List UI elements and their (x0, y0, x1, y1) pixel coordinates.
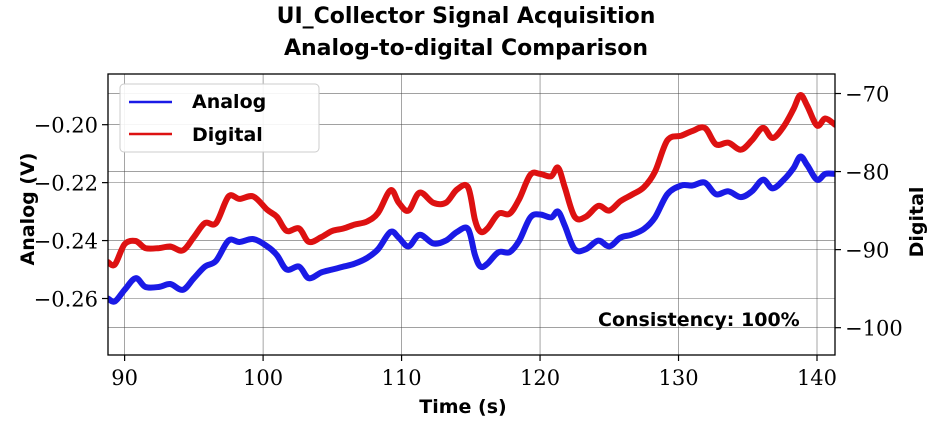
y-tick-label-right: −100 (845, 317, 903, 341)
plot-border (107, 73, 836, 356)
x-tick-label: 140 (797, 366, 837, 390)
y-tick-label-left: −0.22 (34, 172, 98, 196)
y-tick-label-left: −0.24 (34, 230, 98, 254)
chart-title: UI_Collector Signal Acquisition (277, 4, 656, 29)
x-tick-label: 100 (243, 366, 283, 390)
y-axis-ticks-left: −0.26 −0.24 −0.22 −0.20 (34, 114, 108, 312)
legend-label-digital: Digital (192, 124, 263, 146)
y-axis-label-left: Analog (V) (17, 153, 39, 266)
x-tick-label: 130 (658, 366, 698, 390)
x-axis-label: Time (s) (419, 396, 506, 418)
x-tick-label: 120 (520, 366, 560, 390)
y-tick-label-right: −80 (845, 161, 889, 185)
series-line-analog (108, 153, 835, 305)
y-tick-label-right: −70 (845, 83, 889, 107)
consistency-annotation: Consistency: 100% (598, 309, 800, 331)
chart-subtitle: Analog-to-digital Comparison (284, 36, 648, 61)
x-tick-label: 110 (382, 366, 422, 390)
series-line-digital (108, 92, 835, 269)
series-layer (108, 92, 835, 305)
legend: Analog Digital (119, 83, 320, 153)
y-tick-label-right: −90 (845, 239, 889, 263)
x-axis-ticks: 90 100 110 120 130 140 (111, 355, 837, 390)
y-axis-ticks-right: −100 −90 −80 −70 (835, 83, 903, 341)
y-axis-label-right: Digital (906, 187, 928, 258)
y-tick-label-left: −0.26 (34, 288, 98, 312)
y-tick-label-left: −0.20 (34, 114, 98, 138)
legend-label-analog: Analog (192, 91, 266, 113)
x-tick-label: 90 (111, 366, 138, 390)
